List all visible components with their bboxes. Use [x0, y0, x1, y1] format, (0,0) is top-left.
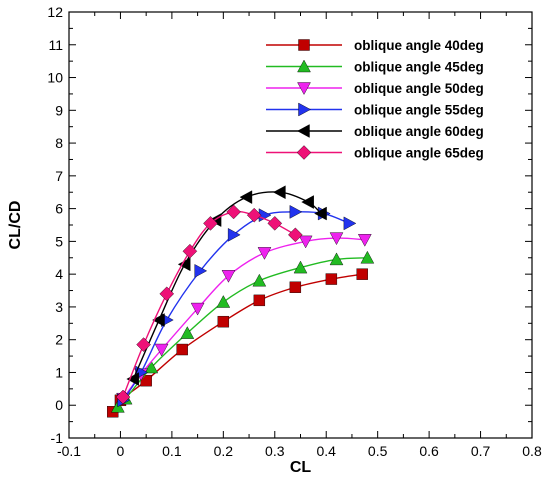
y-tick-label: 10	[47, 70, 63, 86]
legend-item: oblique angle 55deg	[266, 103, 484, 118]
data-point	[301, 195, 314, 209]
data-point	[329, 232, 344, 246]
y-tick-label: 9	[55, 102, 63, 118]
data-point	[267, 216, 283, 231]
data-point	[325, 273, 338, 285]
legend-label: oblique angle 50deg	[354, 81, 484, 96]
data-point	[246, 207, 262, 223]
data-point	[152, 313, 165, 327]
data-point	[239, 190, 253, 204]
legend-marker	[298, 39, 310, 51]
series-line	[112, 273, 363, 413]
tick-labels: -0.1 0 0.1 0.2 0.3 0.4 0.5 0.6 0.7 0.8-1012345678…	[47, 4, 542, 459]
y-tick-label: 4	[55, 266, 63, 282]
data-point	[126, 372, 140, 386]
series-3	[116, 232, 372, 406]
legend-label: oblique angle 40deg	[354, 38, 484, 53]
y-tick-label: 6	[55, 201, 63, 217]
data-point	[176, 343, 188, 356]
x-tick-label: 0.7	[471, 443, 491, 459]
x-tick-label: 0	[117, 443, 125, 459]
legend-label: oblique angle 65deg	[354, 146, 484, 161]
data-point	[288, 227, 303, 243]
y-tick-label: 0	[55, 397, 63, 413]
data-point	[257, 247, 272, 260]
data-point	[216, 295, 231, 308]
y-tick-label: 11	[48, 37, 63, 53]
x-tick-label: 0.3	[265, 443, 285, 459]
data-point	[190, 302, 205, 316]
data-point	[289, 281, 302, 293]
data-point	[194, 264, 208, 278]
series-5	[126, 185, 327, 386]
x-tick-label: 0.4	[316, 443, 336, 459]
plot-frame	[68, 11, 533, 439]
data-point	[329, 252, 344, 266]
y-tick-label: -1	[51, 430, 64, 446]
y-tick-label: 7	[55, 168, 63, 184]
y-tick-label: 2	[55, 332, 63, 348]
y-axis-title: CL/CD	[7, 201, 24, 250]
legend-item: oblique angle 65deg	[266, 145, 484, 161]
data-point	[360, 250, 375, 264]
y-tick-label: 8	[55, 135, 63, 151]
x-tick-label: 0.6	[419, 443, 439, 459]
x-tick-label: 0.5	[368, 443, 388, 459]
series-2	[111, 250, 375, 413]
y-tick-label: 1	[55, 364, 63, 380]
data-point	[136, 337, 151, 352]
x-axis-title: CL	[290, 459, 312, 476]
legend-item: oblique angle 60deg	[266, 124, 484, 139]
x-tick-label: 0.2	[214, 443, 234, 459]
data-point	[252, 273, 267, 287]
y-tick-label: 12	[47, 4, 63, 20]
legend-item: oblique angle 50deg	[266, 81, 484, 96]
legend-marker	[298, 102, 311, 117]
data-point	[217, 315, 230, 328]
data-point	[289, 205, 303, 219]
data-point	[293, 260, 308, 274]
data-point	[273, 185, 286, 200]
legend-item: oblique angle 45deg	[266, 60, 484, 75]
legend-label: oblique angle 45deg	[354, 60, 484, 75]
data-point	[227, 227, 241, 242]
legend: oblique angle 40deg oblique angle 45deg ob…	[266, 38, 484, 161]
series-6	[115, 204, 303, 405]
legend-marker	[297, 124, 310, 138]
legend-label: oblique angle 55deg	[354, 103, 484, 118]
series-4	[117, 205, 357, 408]
data-point	[180, 326, 195, 339]
data-point	[203, 216, 218, 231]
legend-marker	[296, 145, 312, 160]
data-point	[115, 389, 131, 405]
x-tick-label: -0.1	[57, 443, 81, 459]
legend-marker	[297, 82, 311, 95]
data-point	[221, 270, 236, 283]
data-point	[357, 234, 372, 247]
data-point	[144, 360, 159, 374]
y-tick-label: 5	[55, 233, 63, 249]
y-tick-label: 3	[55, 299, 63, 315]
data-point	[356, 268, 368, 280]
data-point	[154, 343, 169, 357]
data-point	[343, 216, 357, 231]
data-point	[182, 243, 198, 259]
legend-label: oblique angle 60deg	[354, 124, 484, 139]
data-point	[298, 235, 313, 249]
data-point	[226, 204, 241, 220]
data-point	[253, 294, 266, 307]
x-tick-label: 0.1	[162, 443, 182, 459]
legend-item: oblique angle 40deg	[266, 38, 484, 53]
data-point	[159, 286, 175, 302]
legend-marker	[297, 59, 311, 73]
x-tick-label: 0.8	[522, 443, 542, 459]
series-layer	[107, 185, 375, 418]
data-point	[314, 206, 327, 221]
